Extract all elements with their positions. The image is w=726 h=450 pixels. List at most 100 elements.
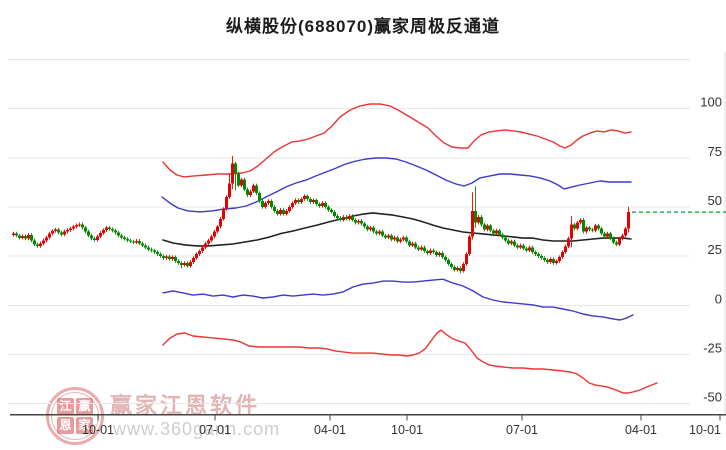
candle-body [360,220,363,224]
candle-body [624,228,627,236]
candle-body [411,243,414,246]
candle-body [264,203,267,207]
candle-body [378,231,381,234]
candle-body [216,226,219,232]
candle-body [159,254,162,257]
candle-body [222,208,225,219]
candle-body [276,210,279,214]
watermark-url-text: www.360gann.com [113,419,281,439]
candle-body [483,224,486,230]
candle-body [318,204,321,207]
candle-body [471,210,474,237]
candle-body [84,227,87,232]
candle-body [333,211,336,216]
seal-char: 赢 [76,398,93,415]
candle-body [477,216,480,223]
candle-body [561,252,564,258]
candle-body [57,229,60,233]
candle-body [429,250,432,254]
candle-body [615,242,618,245]
candle-body [417,247,420,250]
candle-body [213,231,216,237]
candle-body [594,225,597,231]
candle-body [603,233,606,237]
candle-body [81,224,84,228]
candle-body [564,246,567,253]
candle-body [396,237,399,242]
candle-body [453,266,456,270]
y-tick-label: 0 [715,291,722,306]
candle-body [321,203,324,207]
candle-body [306,196,309,200]
candle-body [132,241,135,243]
candle-body [198,251,201,255]
x-tick-label: 07-01 [199,423,231,437]
candle-body [63,231,66,235]
candle-body [495,230,498,234]
x-tick-label: 07-01 [506,423,538,437]
candle-body [123,237,126,239]
candle-body [309,199,312,203]
candle-body [420,247,423,250]
candle-body [54,229,57,231]
candle-body [549,259,552,263]
channel-line-blue-lower [162,278,634,321]
candle-body [399,239,402,242]
candle-body [387,235,390,238]
candle-body [66,230,69,232]
candle-body [312,200,315,203]
candle-body [384,235,387,238]
y-tick-label: -25 [703,340,722,355]
candle-body [234,163,237,174]
candle-body [48,233,51,238]
candle-body [33,240,36,245]
candle-body [414,243,417,248]
candle-body [72,226,75,229]
candle-body [285,210,288,214]
candle-body [42,240,45,244]
candle-body [87,231,90,236]
candle-body [597,225,600,229]
x-tick-label: 10-01 [391,423,423,437]
candle-body [354,219,357,223]
candle-body [219,218,222,227]
candle-body [117,232,120,236]
candle-body [102,230,105,233]
candle-body [141,243,144,246]
candle-body [609,233,612,239]
candle-body [273,207,276,211]
candle-body [348,215,351,219]
channel-line-blue-upper [161,157,632,213]
candle-body [573,224,576,229]
candle-body [480,216,483,225]
candle-body [189,262,192,266]
candle-body [600,228,603,234]
candle-body [444,257,447,261]
candle-body [489,225,492,231]
candle-body [45,237,48,241]
candle-body [24,236,27,239]
candle-body [36,244,39,246]
candle-body [501,234,504,238]
candle-body [540,256,543,259]
gann-seal-logo: 江 赢 恩 家 [46,387,104,445]
candle-body [426,251,429,254]
candle-body [282,209,285,214]
candle-body [450,264,453,267]
candle-body [372,227,375,232]
candle-body [138,240,141,244]
candle-body [567,238,570,247]
candle-body [336,215,339,218]
candle-body [30,234,33,241]
candle-body [381,231,384,236]
candle-body [528,247,531,251]
candle-body [78,224,81,226]
candle-body [114,230,117,233]
candle-body [357,220,360,223]
seal-char: 恩 [57,417,74,434]
candle-body [237,173,240,186]
candle-body [267,201,270,204]
channel-line-mid [162,212,632,247]
candle-body [210,236,213,241]
